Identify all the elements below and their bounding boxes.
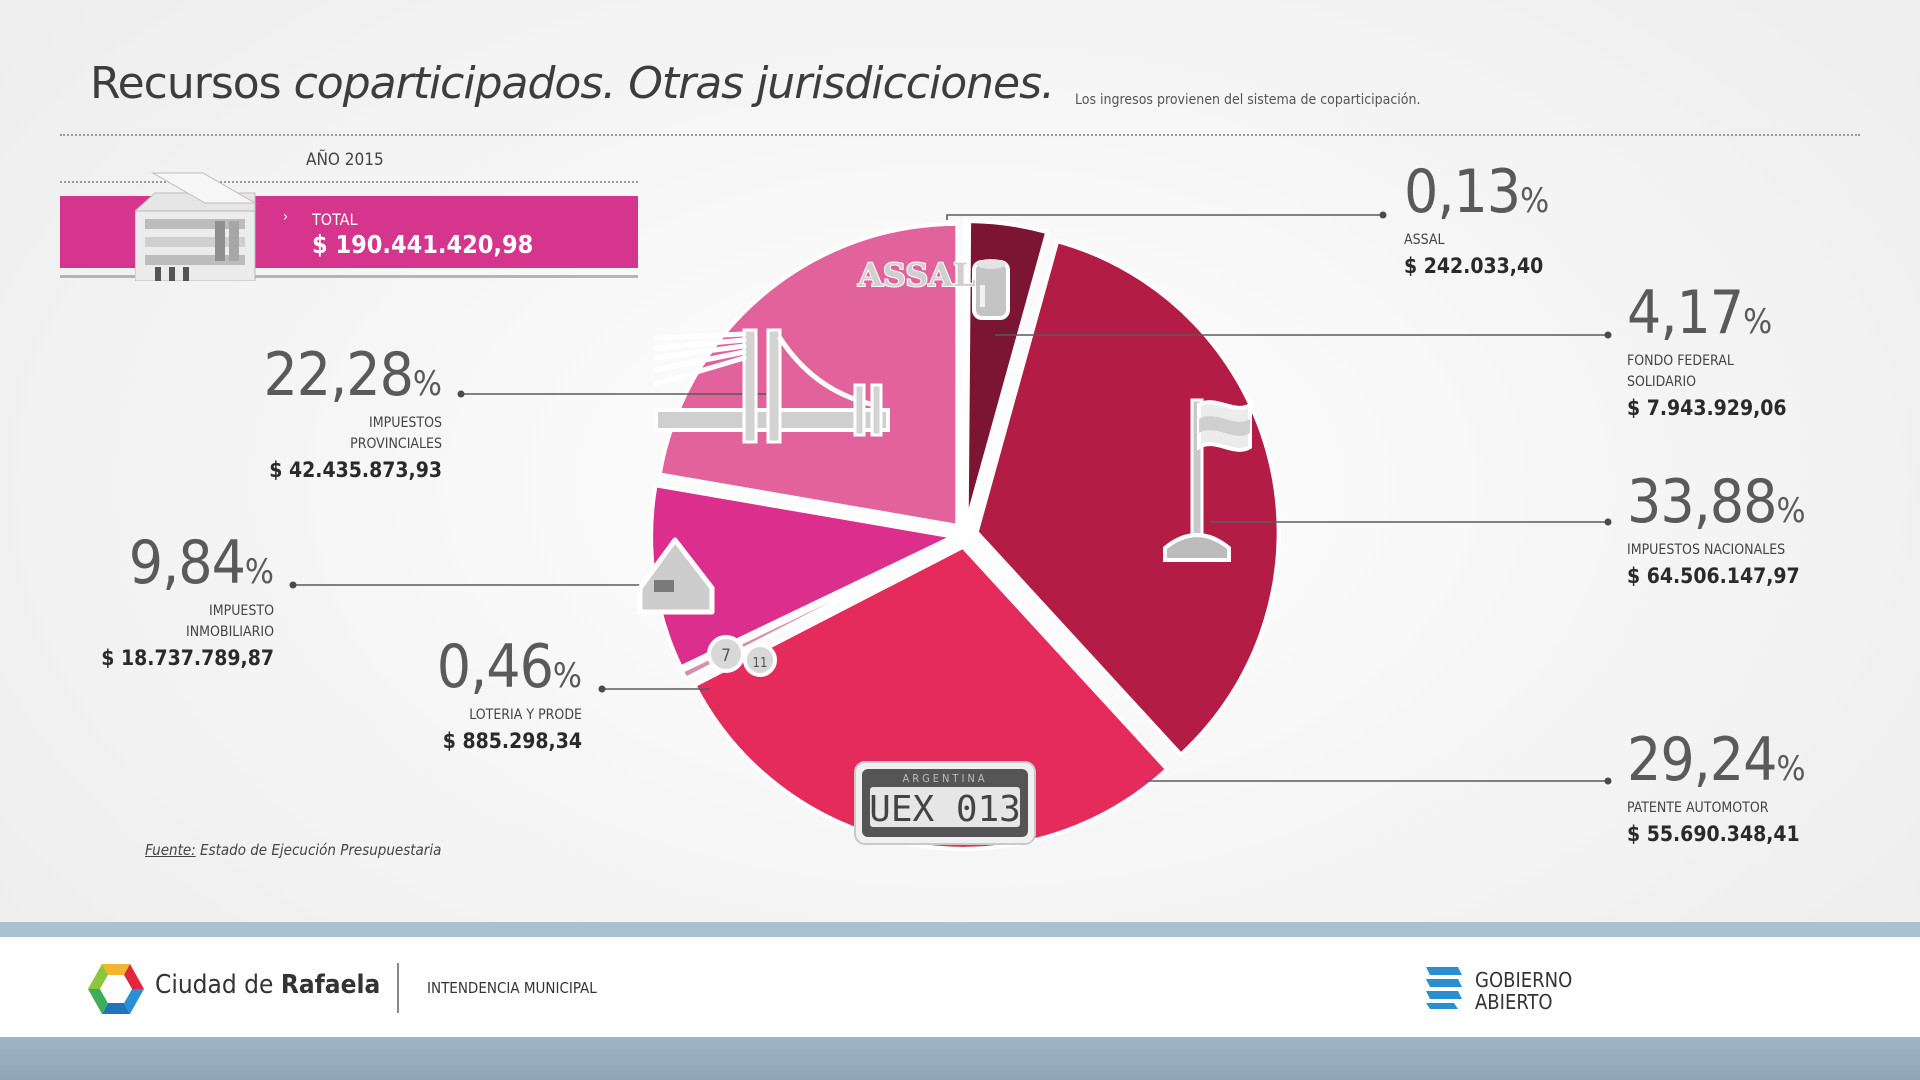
amount-impuestos-nacionales: $ 64.506.147,97 bbox=[1627, 564, 1800, 588]
leader-dot bbox=[1379, 211, 1387, 219]
total-value: $ 190.441.420,98 bbox=[312, 230, 534, 259]
pct-symbol: % bbox=[1520, 181, 1550, 221]
footer-stripe bbox=[0, 922, 1920, 937]
label-impuesto-inmobiliario-line1: IMPUESTO bbox=[209, 603, 274, 619]
pct-symbol: % bbox=[1743, 302, 1773, 342]
callout-fondo-federal: 4,17% FONDO FEDERAL SOLIDARIO $ 7.943.929… bbox=[1627, 283, 1787, 420]
ga-line2: ABIERTO bbox=[1475, 990, 1553, 1014]
amount-loteria-prode: $ 885.298,34 bbox=[442, 729, 582, 753]
pie-slice-impuestos-nacionales bbox=[974, 239, 1281, 757]
amount-assal: $ 242.033,40 bbox=[1404, 254, 1544, 278]
pct-fondo-federal: 4,17 bbox=[1627, 278, 1744, 348]
callout-impuestos-nacionales: 33,88% IMPUESTOS NACIONALES $ 64.506.147… bbox=[1627, 472, 1806, 588]
label-loteria-prode: LOTERIA Y PRODE bbox=[469, 707, 582, 723]
pct-patente-automotor: 29,24 bbox=[1627, 725, 1777, 795]
leader-line bbox=[946, 214, 1383, 220]
label-assal: ASSAL bbox=[1404, 232, 1445, 248]
leader-dot bbox=[289, 581, 297, 589]
license-plate-icon: ARGENTINA UEX 013 bbox=[854, 761, 1036, 845]
chevron-right-icon: › bbox=[283, 209, 289, 225]
pct-symbol: % bbox=[412, 364, 442, 404]
label-impuestos-provinciales-line1: IMPUESTOS bbox=[369, 415, 442, 431]
label-impuestos-provinciales-line2: PROVINCIALES bbox=[350, 436, 442, 452]
assal-logo-text: ASSAL bbox=[857, 256, 976, 294]
amount-fondo-federal: $ 7.943.929,06 bbox=[1627, 396, 1787, 420]
header-divider bbox=[60, 134, 1860, 136]
pct-impuestos-provinciales: 22,28 bbox=[263, 340, 413, 410]
pct-symbol: % bbox=[552, 656, 582, 696]
ga-line1: GOBIERNO bbox=[1475, 968, 1573, 992]
city-name-regular: Ciudad de bbox=[155, 970, 274, 1000]
flag-icon bbox=[1163, 398, 1252, 562]
total-band-shadow bbox=[60, 275, 638, 278]
amount-patente-automotor: $ 55.690.348,41 bbox=[1627, 822, 1800, 846]
label-fondo-federal-line2: SOLIDARIO bbox=[1627, 374, 1697, 390]
leader-dot bbox=[1604, 518, 1612, 526]
page-subtitle: Los ingresos provienen del sistema de co… bbox=[1075, 92, 1421, 108]
gobierno-abierto-icon bbox=[1426, 967, 1462, 1009]
label-impuesto-inmobiliario-line2: INMOBILIARIO bbox=[186, 624, 274, 640]
plate-number: UEX 013 bbox=[869, 789, 1021, 830]
title-regular: Recursos bbox=[90, 58, 282, 109]
pct-symbol: % bbox=[1776, 749, 1806, 789]
gobierno-abierto-label: GOBIERNO ABIERTO bbox=[1475, 969, 1572, 1013]
bridge-icon bbox=[653, 328, 890, 444]
year-label: AÑO 2015 bbox=[306, 150, 384, 170]
amount-impuesto-inmobiliario: $ 18.737.789,87 bbox=[101, 646, 274, 670]
year-divider bbox=[60, 181, 638, 183]
amount-impuestos-provinciales: $ 42.435.873,93 bbox=[269, 458, 442, 482]
water-barrel-icon bbox=[972, 259, 1010, 320]
building-icon bbox=[135, 172, 257, 281]
pie-slice-loteria-y-prode bbox=[679, 538, 957, 681]
pct-assal: 0,13 bbox=[1404, 157, 1521, 227]
callout-impuestos-provinciales: 22,28% IMPUESTOS PROVINCIALES $ 42.435.87… bbox=[263, 345, 442, 482]
leader-dot bbox=[457, 390, 465, 398]
source-note: Fuente: Estado de Ejecución Presupuestar… bbox=[145, 841, 441, 859]
callout-patente-automotor: 29,24% PATENTE AUTOMOTOR $ 55.690.348,41 bbox=[1627, 730, 1806, 846]
intendencia-label: INTENDENCIA MUNICIPAL bbox=[427, 979, 597, 997]
title-italic: coparticipados. Otras jurisdicciones. bbox=[293, 58, 1055, 109]
pct-impuesto-inmobiliario: 9,84 bbox=[128, 528, 246, 598]
city-logo-icon bbox=[88, 964, 144, 1014]
label-impuestos-nacionales: IMPUESTOS NACIONALES bbox=[1627, 542, 1786, 558]
source-text: Estado de Ejecución Presupuestaria bbox=[200, 841, 442, 859]
callout-loteria-prode: 0,46% LOTERIA Y PRODE $ 885.298,34 bbox=[437, 637, 582, 753]
city-name-bold: Rafaela bbox=[280, 970, 381, 1000]
page-title: Recursos coparticipados. Otras jurisdicc… bbox=[90, 58, 1055, 109]
pct-symbol: % bbox=[1776, 491, 1806, 531]
city-name: Ciudad de Rafaela bbox=[155, 970, 380, 1000]
footer-divider bbox=[397, 963, 399, 1013]
house-icon bbox=[637, 537, 715, 615]
source-label: Fuente: bbox=[145, 841, 196, 859]
plate-country: ARGENTINA bbox=[902, 772, 987, 785]
pie-chart: ASSAL 7 11 ARGENTINA UEX 01 bbox=[289, 211, 1612, 851]
callout-impuesto-inmobiliario: 9,84% IMPUESTO INMOBILIARIO $ 18.737.789,… bbox=[101, 533, 274, 670]
leader-dot bbox=[598, 685, 606, 693]
lottery-balls-icon: 7 11 bbox=[707, 635, 777, 677]
pct-symbol: % bbox=[244, 552, 274, 592]
total-label: TOTAL bbox=[312, 210, 358, 229]
callout-assal: 0,13% ASSAL $ 242.033,40 bbox=[1404, 162, 1549, 278]
leader-dot bbox=[1604, 777, 1612, 785]
label-patente-automotor: PATENTE AUTOMOTOR bbox=[1627, 800, 1769, 816]
label-fondo-federal-line1: FONDO FEDERAL bbox=[1627, 353, 1734, 369]
lottery-ball-1-number: 7 bbox=[721, 646, 731, 666]
footer-bottom-band bbox=[0, 1037, 1920, 1080]
lottery-ball-2-number: 11 bbox=[753, 656, 768, 671]
footer bbox=[0, 937, 1920, 1037]
leader-dot bbox=[1604, 331, 1612, 339]
pct-loteria-prode: 0,46 bbox=[436, 632, 554, 702]
pct-impuestos-nacionales: 33,88 bbox=[1627, 467, 1777, 537]
